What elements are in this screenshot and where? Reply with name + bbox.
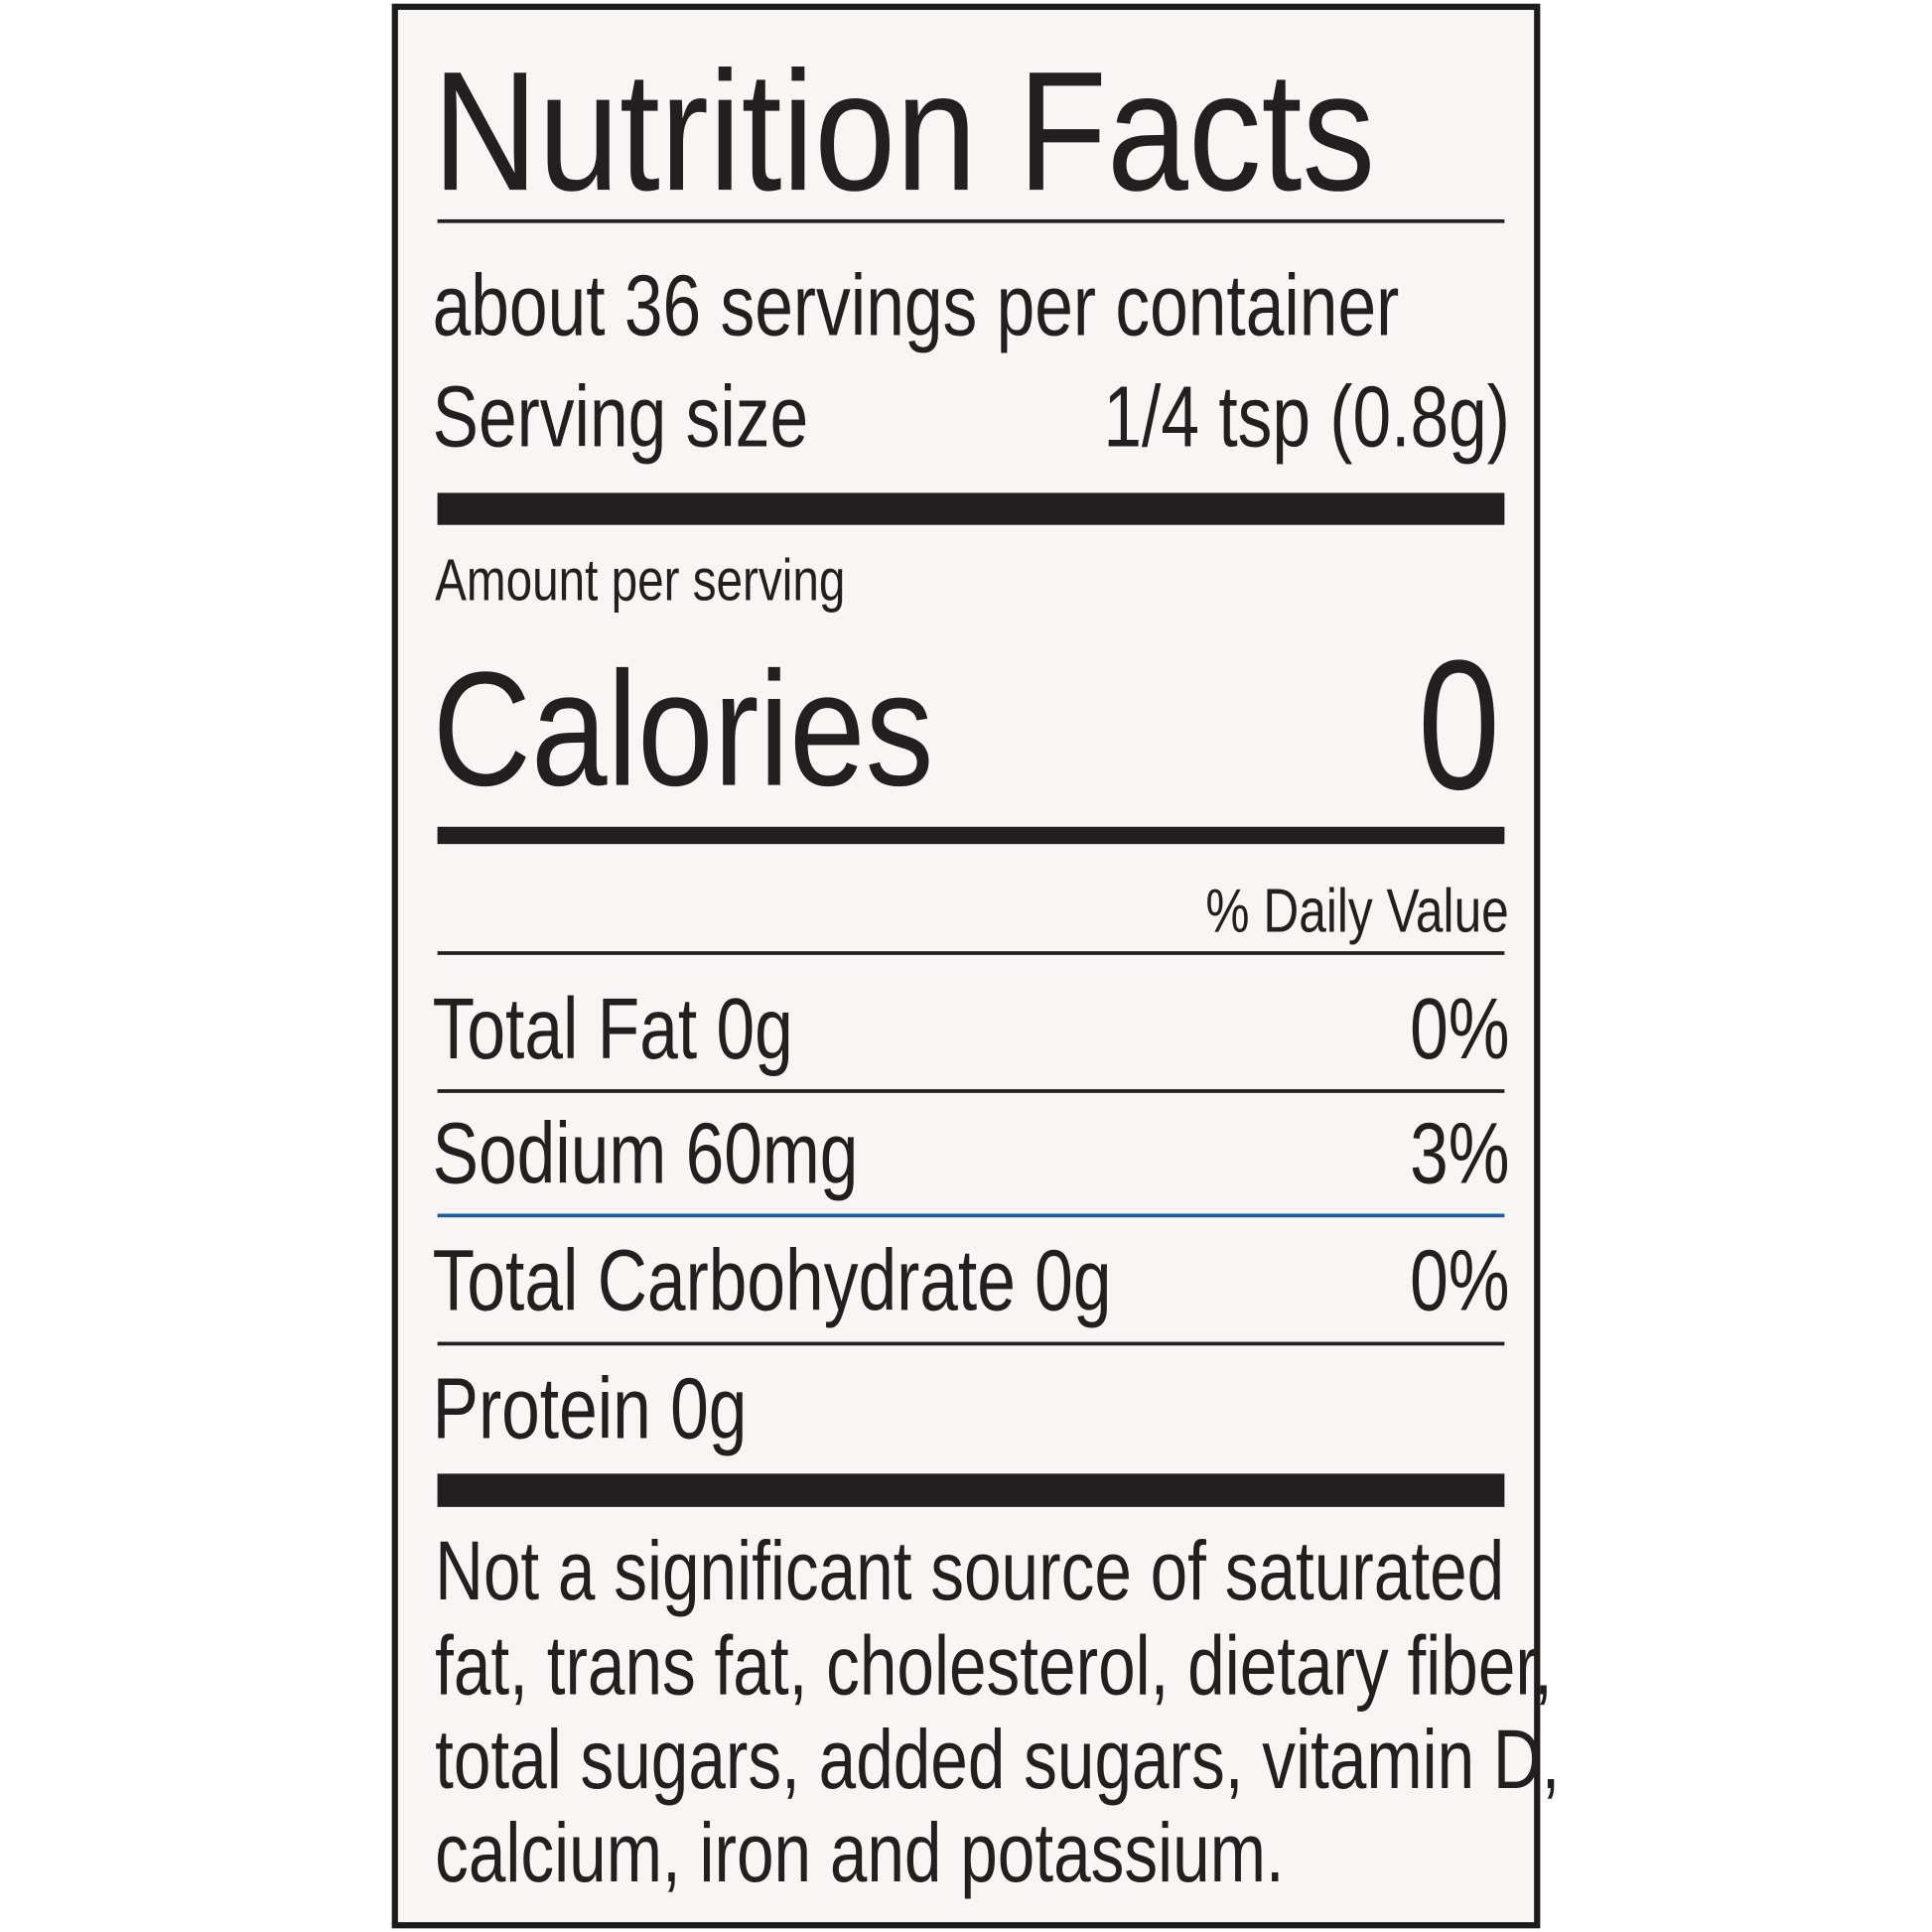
thin-rule: [437, 951, 1505, 955]
footnote-line: fat, trans fat, cholesterol, dietary fib…: [435, 1618, 1553, 1714]
nutrient-total-fat: Total Fat 0g: [432, 980, 793, 1077]
dv-sodium: 3%: [1409, 1105, 1510, 1202]
nutrition-facts-label: Nutrition Facts about 36 servings per co…: [391, 3, 1560, 1929]
nutrient-sodium: Sodium 60mg: [432, 1105, 859, 1202]
accent-rule: [437, 1213, 1505, 1218]
calories-label: Calories: [432, 637, 934, 820]
footnote-line: total sugars, added sugars, vitamin D,: [435, 1713, 1561, 1807]
thick-rule: [437, 492, 1505, 525]
thin-rule: [437, 218, 1505, 223]
amount-per-serving: Amount per serving: [435, 548, 846, 615]
medium-rule: [437, 826, 1505, 845]
footnote-line: Not a significant source of saturated: [435, 1524, 1505, 1618]
thin-rule: [437, 1089, 1505, 1093]
label-title: Nutrition Facts: [432, 37, 1376, 227]
servings-per-container: about 36 servings per container: [432, 257, 1400, 354]
nutrient-protein: Protein 0g: [432, 1360, 748, 1456]
thick-rule: [437, 1473, 1505, 1507]
footnote-line: calcium, iron and potassium.: [435, 1806, 1285, 1900]
serving-size-label: Serving size: [432, 368, 809, 465]
dv-total-carbohydrate: 0%: [1409, 1232, 1510, 1328]
serving-size-value: 1/4 tsp (0.8g): [1102, 368, 1510, 465]
dv-total-fat: 0%: [1409, 980, 1510, 1077]
nutrient-total-carbohydrate: Total Carbohydrate 0g: [432, 1232, 1112, 1328]
calories-value: 0: [1417, 621, 1500, 829]
thin-rule: [437, 1341, 1505, 1346]
daily-value-header: % Daily Value: [1205, 876, 1510, 945]
